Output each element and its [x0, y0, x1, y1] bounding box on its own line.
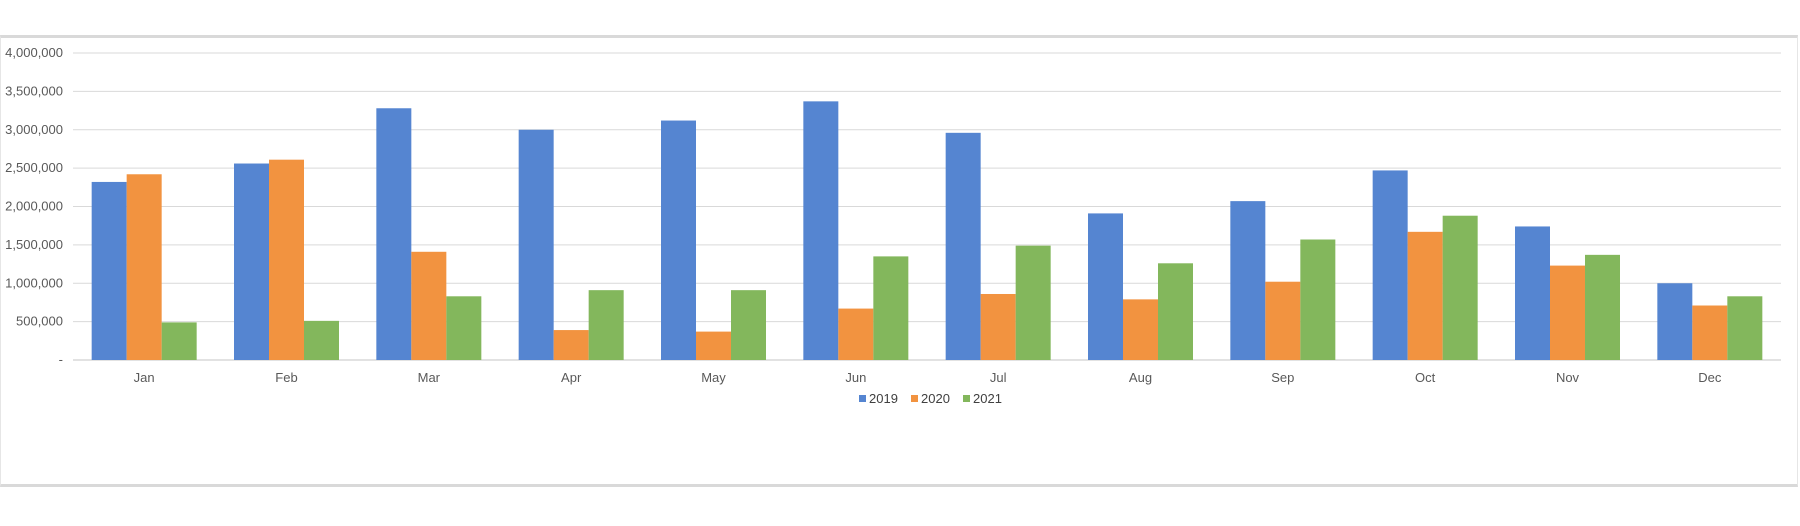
bar-2020-sep: [1265, 281, 1301, 360]
bar-2020-mar: [411, 251, 447, 360]
y-tick-label: 500,000: [16, 314, 63, 329]
bar-2020-aug: [1123, 299, 1158, 360]
chart-frame: - 500,000 1,000,000 1,500,000 2,000,000 2,500…: [0, 35, 1798, 487]
bar-2020-oct: [1407, 231, 1443, 360]
bar-2019-may: [661, 120, 696, 360]
y-tick-label: -: [59, 352, 63, 367]
x-tick-label-may: May: [701, 370, 726, 385]
legend-swatch-2021: [963, 395, 970, 402]
legend-swatch-2019: [859, 395, 866, 402]
bar-2021-oct: [1442, 215, 1478, 360]
bar-2019-mar: [376, 108, 412, 360]
y-tick-label: 4,000,000: [5, 45, 63, 60]
bar-2021-dec: [1727, 296, 1763, 360]
y-tick-label: 1,000,000: [5, 275, 63, 290]
bar-2019-oct: [1372, 170, 1408, 360]
legend-label-2020: 2020: [921, 391, 950, 406]
bar-2021-mar: [446, 296, 482, 360]
x-tick-label-sep: Sep: [1271, 370, 1294, 385]
y-tick-label: 2,500,000: [5, 160, 63, 175]
bar-2019-jun: [803, 101, 839, 360]
bar-2019-nov: [1515, 226, 1550, 360]
bar-chart: - 500,000 1,000,000 1,500,000 2,000,000 2,500…: [5, 45, 1781, 406]
bar-2020-apr: [553, 330, 589, 360]
x-tick-label-mar: Mar: [418, 370, 441, 385]
bar-2019-sep: [1230, 201, 1266, 360]
x-axis-ticks: Jan Feb Mar Apr May Jun Jul Aug Sep Oct Nov Dec: [134, 370, 1722, 385]
bar-2020-jun: [838, 308, 874, 360]
bar-2021-jun: [873, 256, 909, 360]
legend-swatch-2020: [911, 395, 918, 402]
x-tick-label-jan: Jan: [134, 370, 155, 385]
x-tick-label-jun: Jun: [845, 370, 866, 385]
y-tick-label: 3,000,000: [5, 122, 63, 137]
x-tick-label-oct: Oct: [1415, 370, 1436, 385]
bar-2021-feb: [304, 320, 339, 360]
x-tick-label-nov: Nov: [1556, 370, 1580, 385]
bar-2020-nov: [1550, 265, 1585, 360]
legend-label-2021: 2021: [973, 391, 1002, 406]
bar-2021-nov: [1585, 254, 1620, 360]
bar-2020-jul: [980, 293, 1016, 360]
bar-2021-apr: [588, 290, 624, 360]
gridlines: [73, 52, 1781, 361]
bar-2019-jan: [91, 181, 127, 360]
bar-2019-jul: [945, 132, 981, 360]
bar-2019-aug: [1088, 213, 1123, 360]
bars: [91, 101, 1763, 360]
bar-2020-feb: [269, 159, 304, 360]
x-tick-label-aug: Aug: [1129, 370, 1152, 385]
bar-2021-sep: [1300, 239, 1336, 360]
legend-label-2019: 2019: [869, 391, 898, 406]
y-tick-label: 2,000,000: [5, 199, 63, 214]
legend: 2019 2020 2021: [859, 391, 1002, 406]
bar-2020-jan: [126, 174, 162, 360]
bar-2020-dec: [1692, 305, 1728, 360]
x-tick-label-jul: Jul: [990, 370, 1007, 385]
y-tick-label: 3,500,000: [5, 83, 63, 98]
bar-2019-apr: [518, 129, 554, 360]
y-tick-label: 1,500,000: [5, 237, 63, 252]
bar-2021-may: [731, 290, 766, 360]
x-tick-label-apr: Apr: [561, 370, 582, 385]
bar-2019-feb: [234, 163, 269, 360]
bar-2021-aug: [1158, 263, 1193, 360]
y-axis-ticks: - 500,000 1,000,000 1,500,000 2,000,000 2,500…: [5, 45, 63, 367]
x-tick-label-dec: Dec: [1698, 370, 1722, 385]
bar-2019-dec: [1657, 283, 1693, 360]
bar-2020-may: [696, 331, 731, 360]
bar-2021-jan: [161, 322, 197, 360]
bar-2021-jul: [1015, 245, 1051, 360]
x-tick-label-feb: Feb: [275, 370, 297, 385]
